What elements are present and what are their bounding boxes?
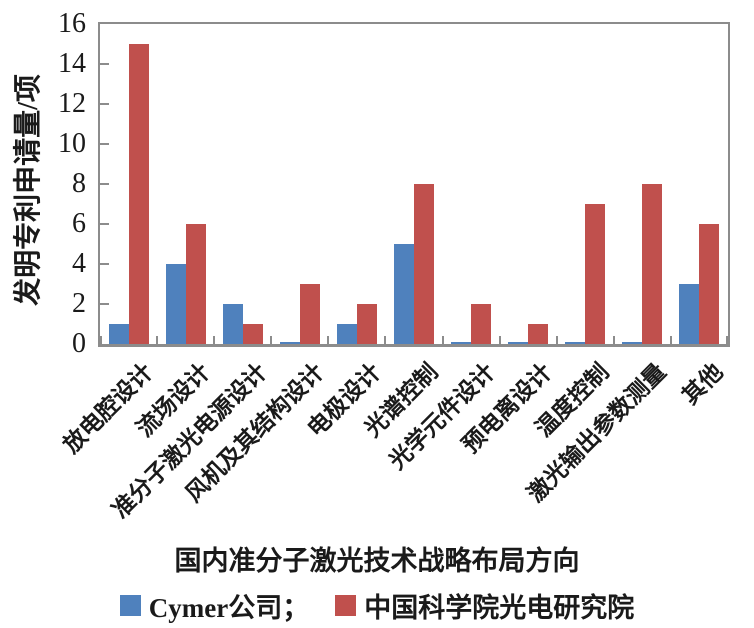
x-category-label: 电极设计 bbox=[302, 358, 386, 442]
y-tick-label: 4 bbox=[72, 248, 86, 279]
bar-cas bbox=[356, 304, 377, 344]
x-tick-mark bbox=[270, 336, 273, 344]
y-tick-mark bbox=[100, 63, 109, 65]
x-category-label: 流场设计 bbox=[131, 358, 215, 442]
y-tick-label: 14 bbox=[58, 48, 86, 79]
bar-cymer bbox=[679, 284, 700, 344]
legend-label-cymer: Cymer公司； bbox=[148, 593, 310, 623]
bar-cymer bbox=[222, 304, 243, 344]
y-tick-label: 2 bbox=[72, 288, 86, 319]
bar-cymer bbox=[394, 244, 414, 344]
y-tick-mark bbox=[100, 103, 109, 105]
y-tick-mark bbox=[100, 263, 109, 265]
y-tick-label: 6 bbox=[72, 208, 86, 239]
x-tick-mark bbox=[100, 336, 102, 344]
y-tick-mark bbox=[100, 303, 109, 305]
bar-cymer bbox=[279, 342, 300, 344]
x-axis-title: 国内准分子激光技术战略布局方向 bbox=[174, 546, 580, 576]
y-tick-label: 8 bbox=[72, 168, 86, 199]
y-tick-mark bbox=[100, 143, 109, 145]
x-tick-mark bbox=[441, 336, 444, 344]
bar-cas bbox=[185, 224, 206, 344]
bar-cas bbox=[414, 184, 434, 344]
bar-cas bbox=[528, 324, 549, 344]
bar-cymer bbox=[108, 324, 129, 344]
legend-label-cas: 中国科学院光电研究院 bbox=[364, 593, 635, 623]
x-category-label: 激光输出参数测量 bbox=[523, 358, 672, 507]
y-tick-label: 10 bbox=[58, 128, 86, 159]
bar-cas bbox=[128, 44, 149, 344]
legend-swatch-cymer-icon bbox=[119, 595, 141, 616]
bar-cymer bbox=[336, 324, 357, 344]
x-category-label: 其他 bbox=[677, 358, 729, 410]
x-category-label: 风机及其结构设计 bbox=[180, 358, 329, 507]
x-tick-mark bbox=[327, 336, 330, 344]
legend-swatch-cas-icon bbox=[335, 595, 357, 616]
bar-cymer bbox=[622, 342, 643, 344]
y-tick-mark bbox=[100, 223, 109, 225]
x-tick-mark bbox=[669, 336, 672, 344]
y-tick-mark bbox=[100, 183, 109, 185]
bar-cas bbox=[471, 304, 492, 344]
y-tick-label: 12 bbox=[58, 88, 86, 119]
legend: Cymer公司； 中国科学院光电研究院 bbox=[0, 586, 754, 625]
plot-area bbox=[98, 22, 730, 347]
x-tick-mark bbox=[213, 336, 216, 344]
bar-cymer bbox=[565, 342, 586, 344]
bar-cymer bbox=[508, 342, 529, 344]
bar-cas bbox=[299, 284, 320, 344]
x-tick-mark bbox=[156, 336, 159, 344]
bar-cas bbox=[642, 184, 663, 344]
x-tick-mark bbox=[726, 336, 728, 344]
x-category-label: 光学元件设计 bbox=[384, 358, 500, 475]
bar-cymer bbox=[451, 342, 472, 344]
bar-cas bbox=[699, 224, 720, 344]
bar-cas bbox=[585, 204, 606, 344]
y-axis-tick-labels: 0 2 4 6 8 10 12 14 16 bbox=[0, 0, 86, 628]
x-category-label: 准分子激光电源设计 bbox=[107, 358, 272, 523]
x-tick-mark bbox=[555, 336, 558, 344]
x-category-label: 预电离设计 bbox=[457, 358, 557, 458]
x-tick-mark bbox=[498, 336, 501, 344]
x-tick-mark bbox=[384, 336, 387, 344]
bar-cas bbox=[242, 324, 263, 344]
y-tick-label: 0 bbox=[72, 328, 86, 359]
x-category-label: 温度控制 bbox=[531, 358, 614, 442]
x-tick-mark bbox=[612, 336, 615, 344]
y-tick-label: 16 bbox=[58, 8, 86, 39]
bar-cymer bbox=[165, 264, 186, 344]
x-category-label: 光谱控制 bbox=[359, 358, 443, 442]
